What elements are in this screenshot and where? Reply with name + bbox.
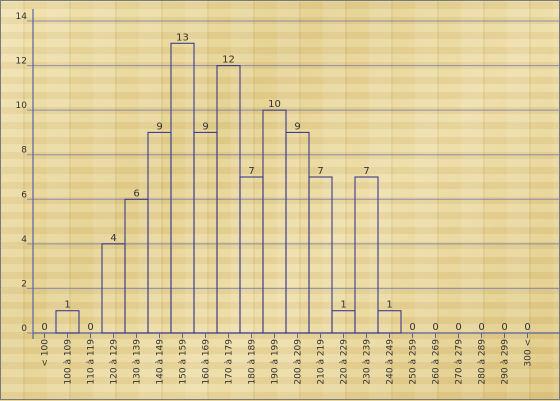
bar	[331, 310, 356, 334]
data-label: 0	[501, 322, 507, 333]
x-category-label: 280 à 289	[478, 339, 488, 385]
x-category-label: 210 à 219	[317, 339, 327, 385]
x-category-label: 220 à 229	[340, 339, 350, 385]
x-category-label: < 100	[41, 339, 51, 367]
x-category-label: 180 à 189	[248, 339, 258, 385]
x-category-label: 130 à 139	[133, 339, 143, 385]
data-label: 13	[176, 32, 189, 43]
data-label: 7	[317, 166, 323, 177]
y-tick-label: 2	[21, 279, 27, 289]
data-label: 0	[478, 322, 484, 333]
data-label: 9	[202, 121, 208, 132]
bar	[308, 176, 333, 334]
data-label: 7	[248, 166, 254, 177]
y-tick-label: 4	[21, 235, 27, 245]
bar	[262, 109, 287, 334]
x-category-label: 270 à 279	[455, 339, 465, 385]
x-category-label: 250 à 259	[409, 339, 419, 385]
x-category-label: 240 à 249	[386, 339, 396, 385]
data-label: 0	[409, 322, 415, 333]
y-tick-label: 0	[21, 324, 27, 334]
y-tick-label: 6	[21, 190, 27, 200]
bar	[193, 131, 218, 334]
bar	[55, 310, 80, 334]
x-category-label: 170 à 179	[225, 339, 235, 385]
bar	[285, 131, 310, 334]
data-label: 0	[87, 322, 93, 333]
data-label: 0	[524, 322, 530, 333]
data-label: 9	[294, 121, 300, 132]
y-tick-label: 12	[16, 57, 27, 67]
bar	[170, 42, 195, 334]
y-tick-label: 10	[16, 101, 28, 111]
x-category-label: 290 à 299	[501, 339, 511, 385]
x-category-label: 120 à 129	[110, 339, 120, 385]
bar	[354, 176, 379, 334]
x-category-label: 200 à 209	[294, 339, 304, 385]
x-category-label: 100 à 109	[64, 339, 74, 385]
data-label: 7	[363, 166, 369, 177]
data-label: 0	[41, 322, 47, 333]
x-category-label: 300 <	[524, 339, 534, 367]
bar	[239, 176, 264, 334]
data-label: 0	[432, 322, 438, 333]
data-label: 1	[64, 300, 70, 311]
x-category-label: 150 à 159	[179, 339, 189, 385]
x-category-label: 110 à 119	[87, 339, 97, 385]
y-tick-label: 8	[21, 146, 27, 156]
x-category-label: 190 à 199	[271, 339, 281, 385]
x-category-label: 230 à 239	[363, 339, 373, 385]
data-label: 4	[110, 233, 116, 244]
bar	[147, 131, 172, 334]
data-label: 0	[455, 322, 461, 333]
bar	[124, 198, 149, 334]
y-tick-label: 14	[16, 12, 28, 22]
data-label: 10	[268, 99, 281, 110]
data-label: 6	[133, 188, 139, 199]
x-category-label: 160 à 169	[202, 339, 212, 385]
data-label: 9	[156, 121, 162, 132]
data-label: 1	[386, 300, 392, 311]
data-label: 1	[340, 300, 346, 311]
bar	[377, 310, 402, 334]
x-category-label: 260 à 269	[432, 339, 442, 385]
x-category-label: 140 à 149	[156, 339, 166, 385]
data-label: 12	[222, 55, 235, 66]
